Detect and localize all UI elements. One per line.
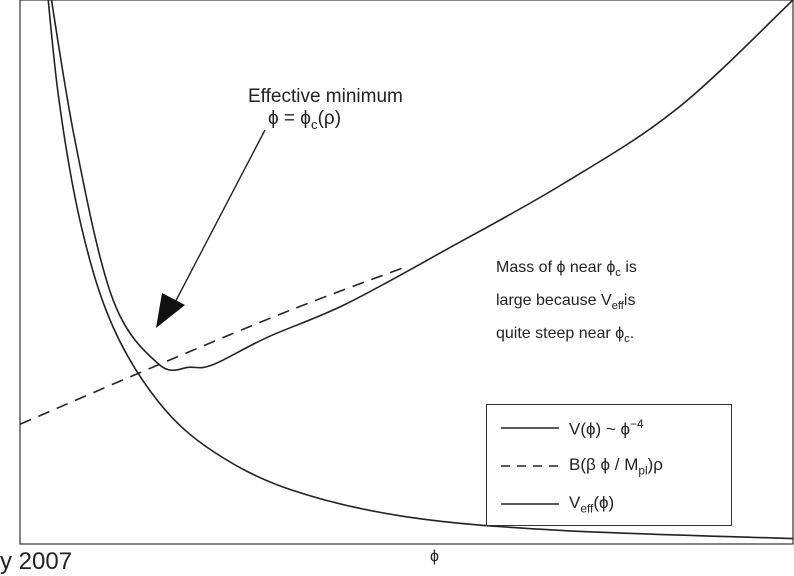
plot-frame: [19, 0, 794, 545]
mass-annotation: Mass of ϕ near ϕc is large because Veffi…: [496, 254, 637, 354]
legend: V(ϕ) ~ ϕ−4 B(β ϕ / Mpl)ρ Veff(ϕ): [486, 404, 732, 526]
legend-label-veff: Veff(ϕ): [569, 492, 615, 516]
legend-entry-b: B(β ϕ / Mpl)ρ: [501, 451, 663, 481]
effective-minimum-label: Effective minimum: [248, 86, 403, 107]
legend-entry-veff: Veff(ϕ): [501, 489, 614, 519]
series-v-eff: [50, 0, 793, 372]
mass-annotation-line-2: large because Veffis: [496, 292, 636, 313]
footer-text: y 2007: [0, 548, 73, 575]
series-matter-coupling: [20, 265, 407, 426]
series-v-phi: [47, 0, 793, 540]
legend-label-v: V(ϕ) ~ ϕ−4: [569, 416, 644, 439]
legend-label-b: B(β ϕ / Mpl)ρ: [569, 454, 663, 478]
series-layer: [20, 0, 793, 540]
legend-swatch-solid-2: [501, 503, 559, 505]
mass-annotation-line-3: quite steep near ϕc.: [496, 325, 635, 346]
effective-minimum-equation: ϕ = ϕc(ρ): [268, 108, 342, 132]
x-axis-label: ϕ: [430, 548, 439, 565]
legend-swatch-solid: [501, 427, 559, 429]
minimum-arrow: [156, 129, 266, 328]
legend-swatch-dashed: [501, 465, 559, 467]
mass-annotation-line-1: Mass of ϕ near ϕc is: [496, 259, 637, 280]
legend-entry-v: V(ϕ) ~ ϕ−4: [501, 413, 644, 443]
